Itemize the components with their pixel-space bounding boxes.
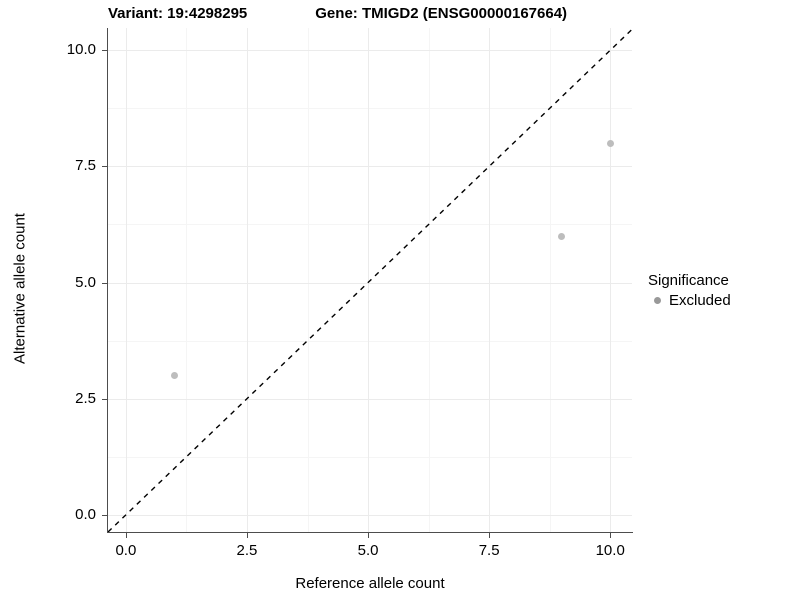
x-axis-title: Reference allele count [295,575,445,592]
y-axis-line [107,28,108,533]
legend-label: Excluded [669,291,731,309]
legend-dot-icon [653,296,661,304]
y-tick-mark [102,514,107,516]
legend-entries: Excluded [648,291,731,309]
x-tick-mark [489,533,491,538]
gridline-minor-vertical [307,28,309,532]
gridline-minor-vertical [549,28,551,532]
title-variant: Variant: 19:4298295 [108,4,248,22]
gridline-major-horizontal [108,514,632,516]
y-tick-mark [102,50,107,52]
gridline-minor-horizontal [108,340,632,342]
gridline-minor-horizontal [108,108,632,110]
y-tick-label: 5.0 [75,273,96,291]
gridline-minor-vertical [428,28,430,532]
x-tick-mark [610,533,612,538]
y-tick-label: 10.0 [66,41,96,59]
gridline-major-horizontal [108,398,632,400]
x-tick-label: 10.0 [595,542,625,559]
title-gene: Gene: TMIGD2 (ENSG00000167664) [315,4,568,22]
gridline-major-vertical [368,28,370,532]
x-tick-label: 5.0 [357,542,379,559]
x-tick-label: 0.0 [115,542,137,559]
legend-entry[interactable]: Excluded [648,291,731,309]
data-point [606,139,614,147]
gridline-major-horizontal [108,282,632,284]
data-point [558,232,566,240]
y-tick-mark [102,166,107,168]
y-axis-title: Alternative allele count [11,213,29,364]
gridline-major-vertical [125,28,127,532]
gridline-major-horizontal [108,50,632,52]
y-tick-label: 7.5 [75,157,96,175]
y-tick-mark [102,398,107,400]
y-tick-label: 2.5 [75,389,96,407]
y-tick-mark [102,282,107,284]
legend-title: Significance [648,272,729,289]
x-tick-mark [368,533,370,538]
y-tick-label: 0.0 [75,505,96,523]
gridline-major-vertical [246,28,248,532]
legend: Significance Excluded [648,272,731,309]
x-tick-mark [125,533,127,538]
gridline-major-horizontal [108,166,632,168]
gridline-minor-horizontal [108,456,632,458]
legend-key [648,291,666,309]
plot-panel [108,28,632,532]
x-tick-label: 7.5 [478,542,500,559]
x-axis-line [107,532,633,533]
gridline-minor-horizontal [108,224,632,226]
gridline-major-vertical [489,28,491,532]
data-point [170,371,178,379]
gridline-major-vertical [610,28,612,532]
chart-title: Variant: 19:4298295 Gene: TMIGD2 (ENSG00… [108,2,632,24]
x-tick-mark [246,533,248,538]
x-tick-label: 2.5 [236,542,258,559]
